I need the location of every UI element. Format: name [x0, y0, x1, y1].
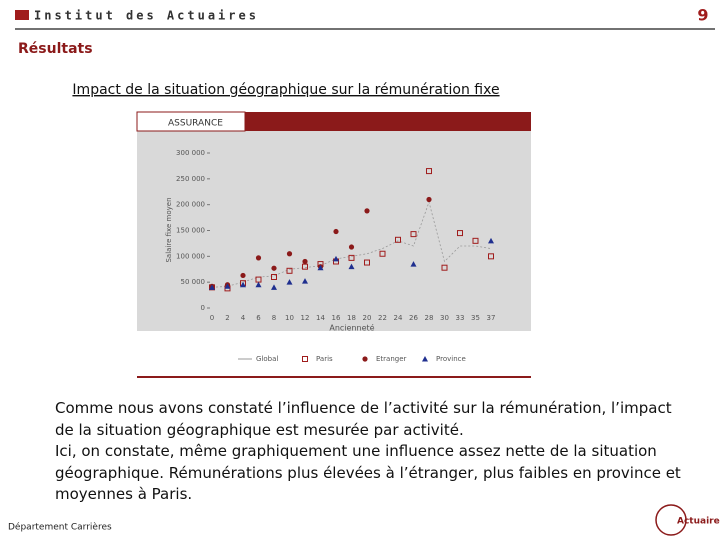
- panel-bar: [245, 112, 531, 131]
- body-text: Comme nous avons constaté l’influence de…: [55, 398, 685, 506]
- legend-swatch: [302, 356, 308, 362]
- etranger-point: [255, 255, 262, 261]
- x-tick-label: 22: [378, 314, 387, 322]
- province-point: [302, 278, 308, 284]
- province-point: [271, 284, 277, 290]
- y-tick-label: 0: [201, 304, 205, 312]
- paris-point: [286, 267, 293, 274]
- page-number: 9: [697, 6, 708, 25]
- paris-point: [271, 274, 277, 280]
- province-point: [333, 255, 339, 262]
- paragraph: Ici, on constate, même graphiquement une…: [55, 442, 681, 503]
- y-tick-label: 250 000: [176, 175, 205, 183]
- footer-logo-circle: [655, 504, 687, 536]
- legend-label: Global: [256, 355, 278, 363]
- province-point: [348, 263, 355, 270]
- legend-label: Paris: [316, 355, 333, 363]
- x-tick-label: 18: [347, 314, 356, 322]
- etranger-point: [286, 251, 293, 257]
- logo-mark: [15, 10, 29, 20]
- panel-label: ASSURANCE: [168, 119, 223, 129]
- paris-point: [426, 168, 432, 175]
- x-tick-label: 24: [394, 314, 403, 322]
- x-tick-label: 28: [425, 314, 434, 322]
- paris-point: [457, 230, 463, 237]
- etranger-point: [271, 265, 277, 271]
- x-tick-label: 0: [210, 314, 214, 322]
- global-line: [211, 200, 492, 288]
- legend-label: Province: [436, 355, 466, 363]
- etranger-point: [426, 196, 432, 203]
- footer-department: Département Carrières: [8, 522, 112, 533]
- x-tick-label: 2: [225, 314, 229, 322]
- x-tick-label: 6: [256, 314, 261, 322]
- paris-point: [488, 253, 494, 260]
- paris-point: [379, 250, 386, 257]
- paris-point: [410, 231, 417, 238]
- x-tick-label: 33: [456, 314, 465, 322]
- y-tick-label: 150 000: [176, 227, 205, 235]
- y-tick-label: 300 000: [176, 149, 205, 157]
- x-tick-label: 20: [363, 314, 372, 322]
- province-point: [240, 281, 246, 288]
- paris-point: [348, 254, 355, 261]
- etranger-point: [240, 272, 246, 279]
- paris-point: [302, 263, 308, 270]
- etranger-point: [348, 244, 355, 250]
- footer-logo: Actuaires: [677, 517, 720, 527]
- paris-point: [395, 236, 401, 243]
- x-tick-label: 12: [301, 314, 310, 322]
- x-tick-label: 10: [285, 314, 294, 322]
- province-point: [224, 283, 231, 289]
- y-tick-label: 100 000: [176, 252, 205, 260]
- y-tick-label: 200 000: [176, 201, 205, 209]
- paris-point: [472, 237, 479, 244]
- legend-label: Etranger: [376, 355, 407, 363]
- etranger-point: [302, 258, 308, 265]
- paris-point: [364, 259, 370, 266]
- legend-swatch: [422, 356, 428, 362]
- section-title: Résultats: [18, 41, 93, 57]
- header-logo: Institut des Actuaires: [34, 9, 259, 23]
- paris-point: [441, 264, 448, 271]
- legend-swatch: [362, 356, 368, 362]
- x-tick-label: 30: [440, 314, 449, 322]
- province-point: [317, 264, 324, 271]
- x-tick-label: 16: [332, 314, 341, 322]
- y-axis-label: Salaire fixe moyen: [165, 197, 173, 262]
- x-tick-label: 14: [316, 314, 325, 322]
- x-tick-label: 26: [409, 314, 418, 322]
- x-tick-label: 8: [272, 314, 276, 322]
- province-point: [209, 284, 215, 290]
- etranger-point: [333, 228, 339, 235]
- province-point: [255, 281, 262, 288]
- x-tick-label: 4: [241, 314, 246, 322]
- x-axis-label: Ancienneté: [329, 323, 374, 333]
- province-point: [410, 261, 417, 267]
- slide-title: Impact de la situation géographique sur …: [72, 82, 499, 98]
- y-tick-label: 50 000: [181, 278, 206, 286]
- province-point: [286, 279, 293, 285]
- paragraph: Comme nous avons constaté l’influence de…: [55, 399, 672, 439]
- x-tick-label: 37: [487, 314, 496, 322]
- x-tick-label: 35: [471, 314, 480, 322]
- province-point: [488, 237, 494, 244]
- etranger-point: [364, 208, 370, 214]
